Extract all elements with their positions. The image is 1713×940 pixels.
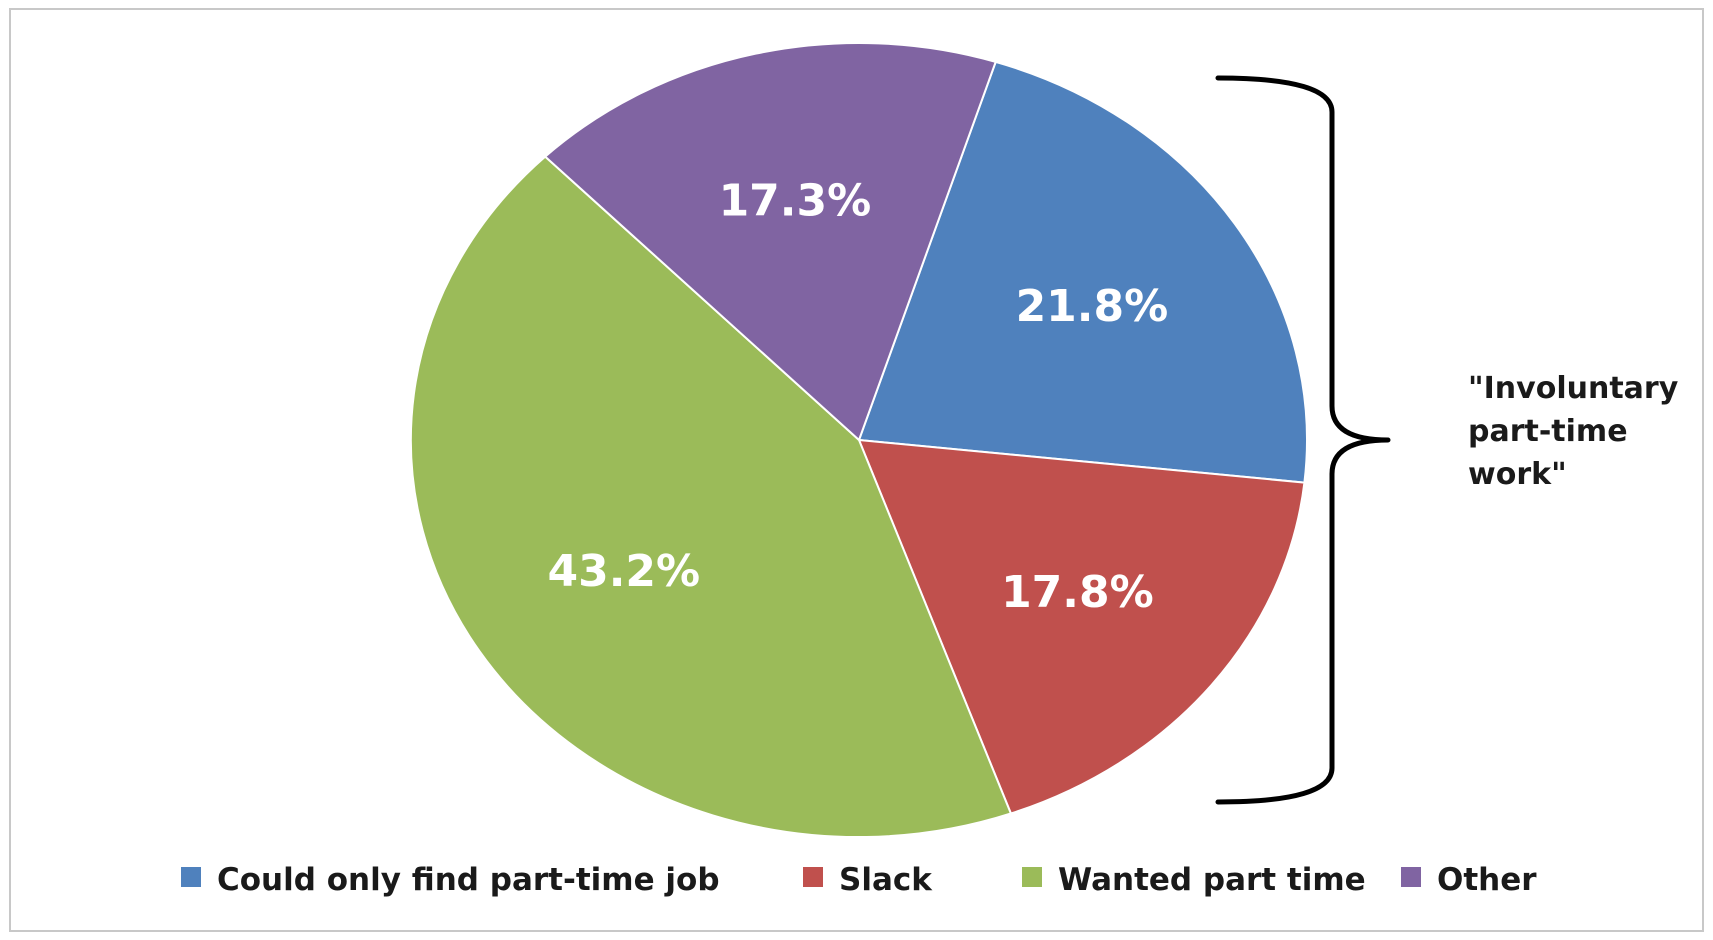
slice-label-other: 17.3% [719, 176, 872, 227]
pie-slice-other [543, 41, 998, 442]
legend-swatch-could-only-find-part-time-job [181, 867, 201, 887]
legend-swatch-wanted-part-time [1022, 867, 1042, 887]
pie-slices [409, 41, 1308, 839]
legend-swatch-slack [803, 867, 823, 887]
pie-slice-could-only-find-part-time-job [857, 60, 1308, 484]
legend-swatch-other [1401, 867, 1421, 887]
legend-label-wanted-part-time: Wanted part time [1058, 862, 1366, 898]
involuntary-bracket [1215, 75, 1391, 805]
legend-label-slack: Slack [839, 862, 933, 898]
bracket-annotation-line-2: part-time [1468, 414, 1628, 449]
legend-label-other: Other [1437, 862, 1537, 898]
legend: Could only find part-time job Slack Wanted… [181, 862, 1537, 898]
pie-slice-slack [857, 438, 1306, 815]
slice-label-could-only-find-part-time-job: 21.8% [1016, 281, 1169, 332]
bracket-annotation-line-3: work" [1468, 457, 1567, 492]
slice-label-wanted-part-time: 43.2% [547, 546, 700, 597]
slice-label-slack: 17.8% [1001, 567, 1154, 618]
bracket-annotation: "Involuntary part-time work" [1468, 371, 1689, 492]
bracket-annotation-line-1: "Involuntary [1468, 371, 1679, 406]
pie-slice-labels: 21.8% 17.8% 43.2% 17.3% [547, 176, 1168, 619]
legend-label-could-only-find-part-time-job: Could only find part-time job [217, 862, 720, 898]
pie-slice-wanted-part-time [409, 155, 1013, 839]
